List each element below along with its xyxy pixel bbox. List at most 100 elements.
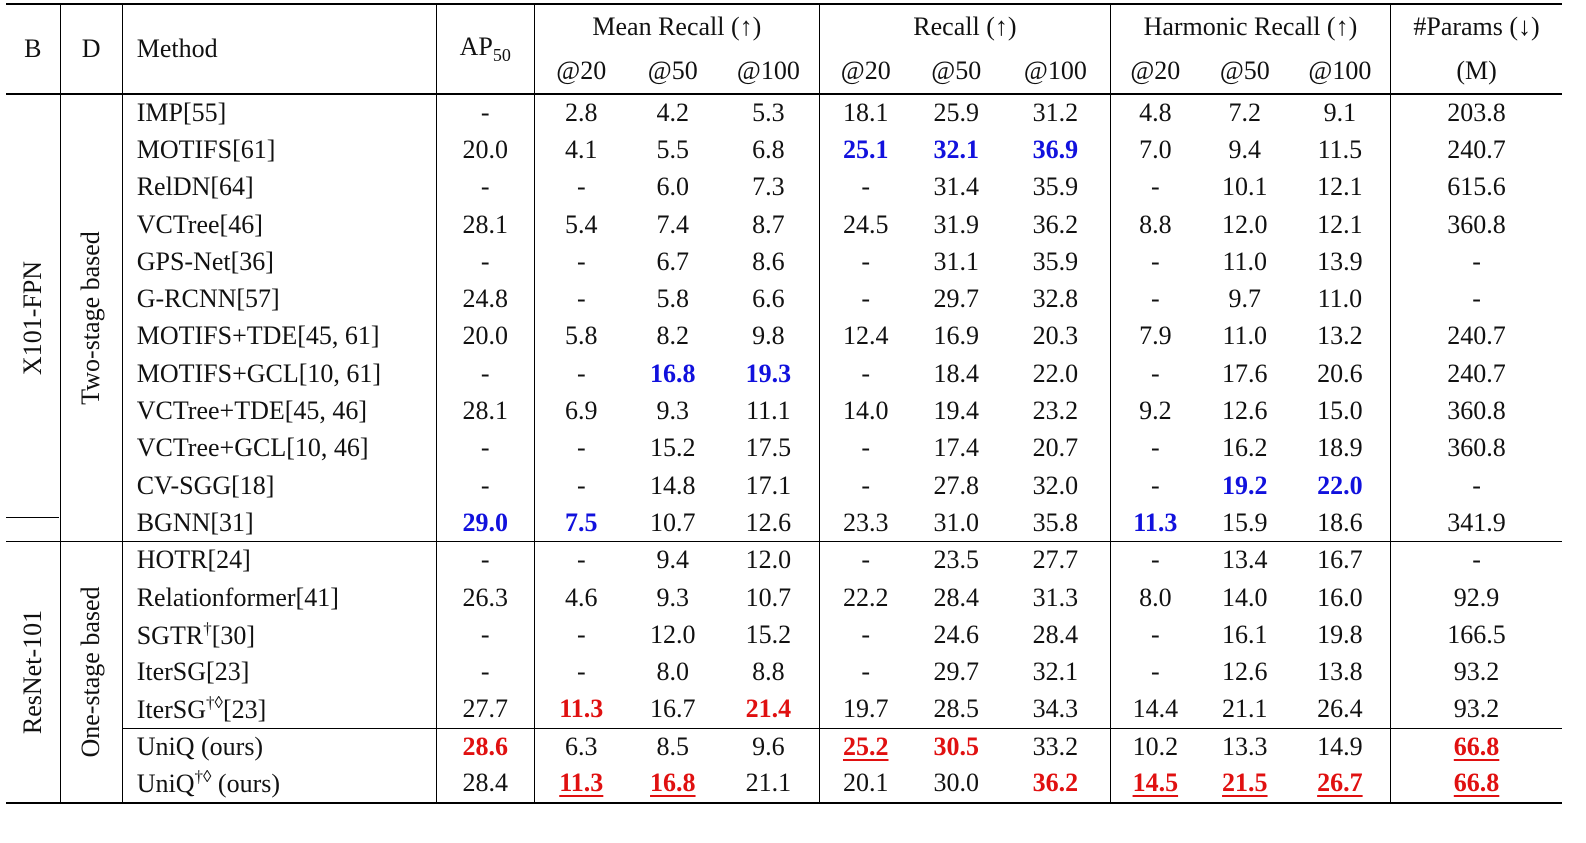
metric-cell: 16.7 [1317,545,1363,575]
metric-cell: 20.0 [435,131,535,169]
metric-cell: 12.4 [819,317,912,356]
metric-cell: 31.0 [933,507,979,537]
metric-cell: - [533,355,628,393]
metric-cell: 36.9 [1032,134,1079,164]
metric-cell: 5.8 [533,317,628,356]
metric-cell: 12.6 [1222,657,1268,687]
metric-cell: 93.2 [1390,653,1562,691]
metric-cell: 10.7 [745,582,792,612]
metric-cell: 7.0 [1109,131,1200,169]
metric-cell: 7.4 [656,209,690,239]
metric-cell: 9.6 [752,731,785,761]
table-row: CV-SGG[18] - -14.8 17.1-27.8 32.0-19.2 22.0- [6,466,1562,505]
results-table: B D Method AP50 Mean Recall (↑) Recall (… [6,3,1562,804]
metric-cell: - [533,466,628,505]
table-row: MOTIFS+GCL[10, 61] - -16.8 19.3-18.4 22.0-17… [6,355,1562,393]
table-row: RelDN[64] - -6.0 7.3-31.4 35.9-10.1 12.1 615.6 [6,168,1562,206]
metric-cell: 9.3 [656,396,690,426]
metric-cell: 11.0 [1222,246,1268,276]
metric-cell: 23.5 [933,545,979,575]
metric-cell: 8.8 [1109,205,1200,244]
metric-cell: 19.7 [819,690,912,729]
metric-cell: 9.1 [1323,98,1357,128]
metric-cell: 240.7 [1390,317,1562,356]
metric-cell: 14.4 [1109,690,1200,729]
metric-cell: 23.2 [1032,396,1079,426]
table-row: G-RCNN[57] 24.8-5.8 6.6-29.7 32.8-9.7 11.0- [6,280,1562,318]
metric-cell: 240.7 [1390,131,1562,169]
metric-cell: - [435,94,535,132]
metric-cell: 31.1 [933,246,979,276]
metric-cell: 19.4 [933,396,979,426]
metric-cell: 16.8 [650,358,696,388]
table-row: Relationformer[41] 26.3 4.6 9.3 10.7 22.2 28.4… [6,578,1562,617]
table-row: SGTR†[30] - -12.0 15.2-24.6 28.4-16.1 19.8 166… [6,616,1562,654]
method-name: IterSG[23] [121,653,437,691]
metric-cell: - [819,280,912,318]
metric-cell: 12.6 [745,507,792,537]
metric-cell: - [533,168,628,206]
metric-cell: 9.4 [1228,134,1262,164]
metric-cell: 22.2 [819,578,912,617]
metric-cell: 24.6 [933,619,979,649]
metric-cell: 29.0 [435,504,535,542]
table-row: UniQ (ours) 28.6 6.3 8.5 9.6 25.2 30.5 33.2 10.2… [6,728,1562,766]
detector-label: Two-stage based [59,94,123,542]
metric-cell: 21.1 [1222,694,1268,724]
metric-cell: 12.0 [1222,209,1268,239]
header-k: @100 [736,56,800,85]
metric-cell: 36.2 [1032,209,1079,239]
method-name: Relationformer[41] [121,578,437,617]
metric-cell: - [435,429,535,467]
metric-cell: 6.8 [752,134,785,164]
backbone-divider [6,517,59,518]
metric-cell: 19.8 [1317,619,1363,649]
table-row: IterSG[23] - -8.0 8.8-29.7 32.1-12.6 13.8 93.2 [6,653,1562,691]
metric-cell: 32.1 [1032,657,1079,687]
metric-cell: 360.8 [1390,392,1562,430]
metric-cell: - [819,541,912,579]
metric-cell: 11.3 [1109,504,1200,542]
metric-cell: 32.8 [1032,284,1079,314]
table-body: X101-FPN Two-stage based IMP[55] -2.8 4.2 5.3… [6,94,1562,803]
metric-cell: 33.2 [1032,731,1079,761]
metric-cell: 22.0 [1032,358,1079,388]
metric-cell: 28.6 [435,728,535,766]
metric-cell: - [819,616,912,654]
metric-cell: - [1109,541,1200,579]
metric-cell: - [1390,243,1562,281]
method-name: UniQ (ours) [121,728,437,766]
metric-cell: 7.9 [1109,317,1200,356]
metric-cell: 66.8 [1390,765,1562,803]
detector-label: One-stage based [59,541,123,803]
metric-cell: 12.0 [650,619,696,649]
metric-cell: 25.9 [933,98,979,128]
metric-cell: 12.6 [1222,396,1268,426]
method-name: IMP[55] [121,94,437,132]
metric-cell: 12.0 [745,545,792,575]
method-name: GPS-Net[36] [121,243,437,281]
metric-cell: 25.2 [819,728,912,766]
metric-cell: 15.2 [745,619,792,649]
metric-cell: - [435,355,535,393]
header-k: @50 [931,56,982,85]
metric-cell: 8.6 [752,246,785,276]
metric-cell: 28.4 [435,765,535,803]
metric-cell: 6.7 [656,246,690,276]
metric-cell: 11.3 [533,690,628,729]
metric-cell: 17.6 [1222,358,1268,388]
metric-cell: 6.9 [533,392,628,430]
metric-cell: 13.2 [1317,321,1363,351]
metric-cell: 10.2 [1109,728,1200,766]
metric-cell: 20.3 [1032,321,1079,351]
metric-cell: 13.4 [1222,545,1268,575]
table-row: VCTree[46] 28.1 5.4 7.4 8.7 24.5 31.9 36.2 8.8 12… [6,205,1562,244]
metric-cell: 8.5 [656,731,690,761]
metric-cell: - [819,243,912,281]
metric-cell: 4.6 [533,578,628,617]
method-name: BGNN[31] [121,504,437,542]
header-method: Method [121,4,437,94]
metric-cell: 360.8 [1390,429,1562,467]
metric-cell: - [1390,280,1562,318]
metric-cell: 18.9 [1317,433,1363,463]
